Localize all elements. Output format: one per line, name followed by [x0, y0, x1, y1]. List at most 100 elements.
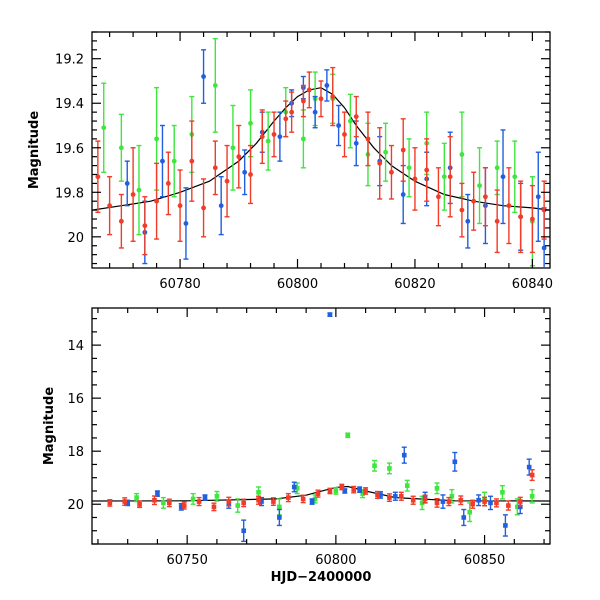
- x-tick-label: 60780: [159, 277, 200, 292]
- marker: [201, 205, 206, 211]
- red-data-point: [327, 487, 333, 495]
- green-data-point: [136, 144, 142, 236]
- blue-data-point: [202, 494, 208, 501]
- marker: [351, 487, 357, 492]
- marker: [378, 492, 383, 498]
- marker: [189, 158, 195, 164]
- green-data-point: [494, 140, 500, 196]
- marker: [124, 180, 130, 186]
- marker: [241, 500, 246, 506]
- red-data-point: [166, 498, 172, 508]
- marker: [177, 203, 183, 209]
- marker: [400, 147, 406, 153]
- red-data-point: [398, 491, 404, 501]
- marker: [400, 192, 406, 197]
- red-data-point: [493, 498, 499, 508]
- marker: [118, 218, 124, 224]
- marker: [289, 109, 295, 115]
- blue-data-point: [242, 149, 248, 196]
- marker: [353, 140, 359, 146]
- green-data-point: [190, 492, 196, 505]
- blue-data-point: [277, 111, 283, 162]
- green-data-point: [300, 109, 306, 169]
- blue-data-point: [526, 458, 532, 476]
- red-data-point: [107, 499, 113, 507]
- marker: [300, 136, 306, 142]
- red-data-point: [283, 100, 289, 138]
- red-data-point: [142, 196, 148, 256]
- red-data-point: [506, 167, 512, 245]
- marker: [500, 174, 506, 180]
- blue-data-point: [312, 95, 318, 129]
- marker: [154, 136, 159, 142]
- marker: [357, 487, 362, 492]
- y-tick-label: 14: [67, 339, 84, 354]
- red-data-point: [470, 499, 476, 509]
- y-tick-label: 20: [67, 231, 84, 246]
- blue-data-point: [476, 494, 482, 507]
- bottom-plot-frame: [91, 307, 551, 545]
- x-tick-label: 60800: [277, 277, 318, 292]
- green-data-point: [404, 479, 410, 492]
- marker: [259, 499, 264, 504]
- marker: [389, 169, 394, 175]
- red-data-point: [212, 140, 218, 196]
- marker: [196, 499, 202, 504]
- marker: [377, 160, 383, 166]
- top-data-points: [95, 37, 547, 268]
- marker: [541, 207, 547, 213]
- green-data-point: [529, 488, 535, 504]
- red-data-point: [459, 182, 465, 238]
- marker: [336, 123, 342, 128]
- marker: [518, 214, 524, 220]
- red-data-point: [375, 490, 381, 500]
- marker: [500, 489, 505, 495]
- red-data-point: [318, 80, 324, 118]
- marker: [401, 452, 407, 458]
- marker: [167, 500, 172, 506]
- y-tick-label: 20: [67, 498, 84, 513]
- blue-data-point: [309, 498, 315, 505]
- blue-data-point: [465, 193, 471, 249]
- marker: [125, 500, 130, 506]
- marker: [134, 495, 139, 500]
- red-data-point: [151, 495, 157, 506]
- marker: [312, 109, 318, 115]
- marker: [212, 165, 218, 171]
- marker: [178, 504, 184, 510]
- marker: [161, 500, 166, 506]
- marker: [248, 120, 253, 126]
- marker: [434, 500, 440, 506]
- red-data-point: [118, 193, 124, 249]
- blue-data-point: [440, 494, 446, 509]
- marker: [347, 118, 353, 124]
- blue-data-point: [502, 514, 508, 537]
- x-tick-label: 60840: [512, 277, 553, 292]
- marker: [118, 145, 124, 151]
- marker: [353, 114, 359, 120]
- red-data-point: [315, 489, 321, 498]
- marker: [218, 203, 224, 209]
- marker: [526, 464, 532, 470]
- green-data-point: [477, 147, 483, 225]
- red-data-point: [289, 91, 295, 133]
- marker: [383, 149, 388, 155]
- marker: [506, 203, 512, 209]
- marker: [235, 503, 241, 508]
- marker: [503, 523, 508, 528]
- blue-data-point: [291, 481, 297, 493]
- marker: [130, 192, 136, 197]
- marker: [470, 501, 475, 507]
- marker: [306, 87, 312, 93]
- marker: [375, 492, 380, 498]
- marker: [494, 500, 499, 506]
- red-data-point: [300, 494, 306, 504]
- red-data-point: [351, 485, 357, 494]
- blue-data-point: [392, 491, 398, 501]
- marker: [447, 174, 453, 180]
- y-tick-label: 18: [67, 445, 84, 460]
- red-data-point: [446, 496, 452, 507]
- red-data-point: [412, 147, 418, 211]
- red-data-point: [300, 84, 306, 118]
